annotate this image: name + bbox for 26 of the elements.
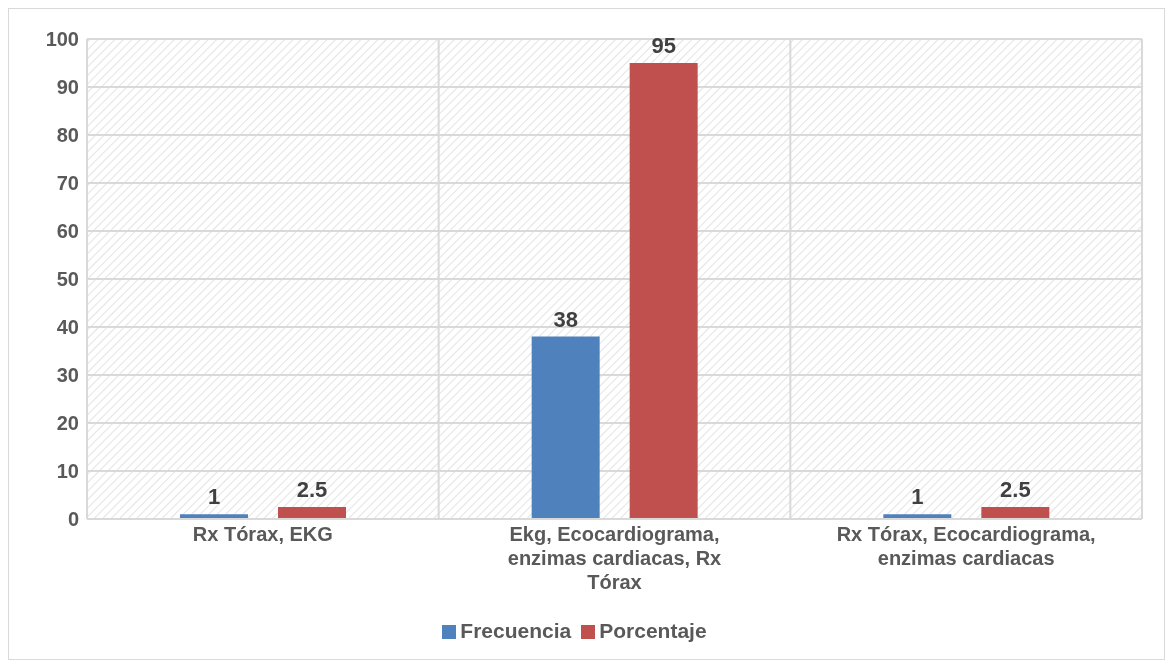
y-tick-label: 10 <box>56 460 79 483</box>
data-label: 1 <box>911 484 924 510</box>
data-label: 2.5 <box>1000 477 1031 502</box>
x-tick-label: Ekg, Ecocardiograma, enzimas cardiacas, Rx Tórax <box>507 523 722 593</box>
y-tick-label: 50 <box>56 268 79 291</box>
y-tick-label: 40 <box>56 316 79 339</box>
y-tick-label: 70 <box>56 172 79 195</box>
data-label: 95 <box>651 33 676 58</box>
y-tick-label: 30 <box>56 364 79 387</box>
bar <box>981 507 1050 519</box>
x-tick-label: Rx Tórax, EKG <box>192 523 333 545</box>
y-tick-label: 0 <box>67 508 79 531</box>
y-tick-label: 60 <box>56 220 79 243</box>
x-tick-label: Rx Tórax, Ecocardiograma, enzimas cardiacas <box>836 523 1096 569</box>
bar <box>629 63 698 519</box>
y-tick-label: 20 <box>56 412 79 435</box>
legend-label: Porcentaje <box>599 619 707 642</box>
y-tick-label: 100 <box>45 28 79 51</box>
bar <box>531 336 600 519</box>
y-tick-label: 90 <box>56 76 79 99</box>
data-label: 2.5 <box>296 477 328 502</box>
y-tick-label: 80 <box>56 124 79 147</box>
bar <box>278 507 346 519</box>
data-label: 38 <box>553 306 578 332</box>
legend-label: Frecuencia <box>460 619 572 642</box>
data-label: 1 <box>207 484 221 510</box>
